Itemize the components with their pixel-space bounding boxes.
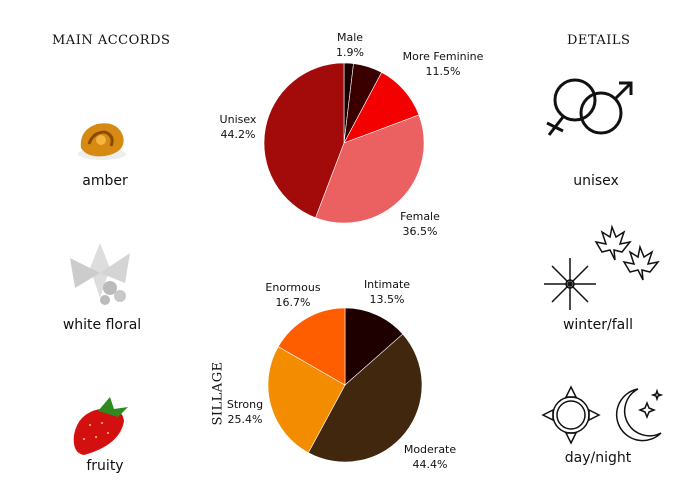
sun-moon-icon	[541, 385, 664, 445]
main-accords-heading: MAIN ACCORDS	[52, 33, 171, 48]
slice-label-more-feminine: More Feminine 11.5%	[402, 50, 484, 78]
detail-label-time: day/night	[564, 450, 632, 466]
slice-label-unisex: Unisex 44.2%	[219, 113, 257, 141]
detail-label-season: winter/fall	[562, 317, 634, 333]
detail-label-unisex: unisex	[573, 173, 619, 189]
slice-label-male: Male 1.9%	[336, 31, 364, 59]
snowflake-maple-leaf-icon	[544, 224, 660, 310]
slice-label-moderate: Moderate 44.4%	[403, 443, 457, 471]
pie-slice-moderate	[307, 333, 423, 463]
slice-label-female: Female 36.5%	[400, 210, 440, 238]
gender-symbols-icon	[546, 78, 633, 136]
details-heading: DETAILS	[567, 33, 631, 48]
slice-label-intimate: Intimate 13.5%	[363, 278, 411, 306]
pie-slice-enormous	[277, 307, 346, 386]
accord-label-white-floral: white floral	[62, 317, 142, 333]
pie-slice-strong	[267, 346, 346, 454]
accord-label-fruity: fruity	[86, 458, 124, 474]
amber-icon	[78, 123, 126, 160]
strawberry-icon	[73, 397, 128, 455]
slice-label-strong: Strong 25.4%	[226, 398, 264, 426]
pie-slice-female	[315, 114, 425, 224]
accord-label-amber: amber	[82, 173, 128, 189]
pie-slice-intimate	[344, 307, 404, 386]
slice-label-enormous: Enormous 16.7%	[265, 281, 321, 309]
white-floral-icon	[70, 243, 130, 305]
pie-slice-unisex	[263, 62, 345, 219]
